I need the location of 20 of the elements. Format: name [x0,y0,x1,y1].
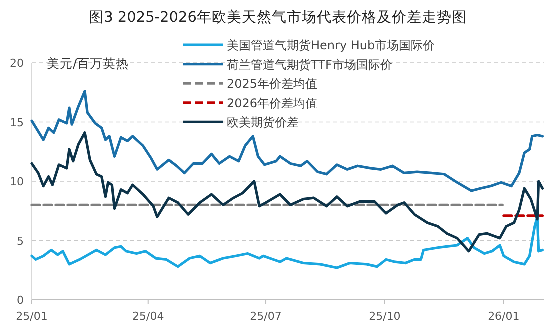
y-tick-label: 20 [10,57,24,70]
legend-label: 2026年价差均值 [227,96,318,110]
x-tick-label: 25/10 [369,310,401,323]
y-tick-label: 10 [10,176,24,188]
y-tick-label: 5 [17,234,24,248]
y-axis-title: 美元/百万英热 [47,56,130,71]
legend-label: 2025年价差均值 [227,77,318,92]
x-tick-label: 26/01 [488,310,520,323]
x-tick-label: 25/04 [132,310,164,323]
legend-label: 美国管道气期货Henry Hub市场国际价 [227,38,436,52]
x-tick-label: 25/07 [250,310,282,323]
legend-label: 欧美期货价差 [227,116,299,130]
chart-title: 图3 2025-2026年欧美天然气市场代表价格及价差走势图 [89,9,467,26]
line-series [30,90,544,192]
x-tick-label: 25/01 [16,310,48,323]
y-tick-label: 0 [17,294,24,307]
line-series [30,216,544,270]
legend-label: 荷兰管道气期货TTF市场国际价 [227,58,392,72]
y-tick-label: 15 [10,116,24,130]
line-series [30,132,544,253]
